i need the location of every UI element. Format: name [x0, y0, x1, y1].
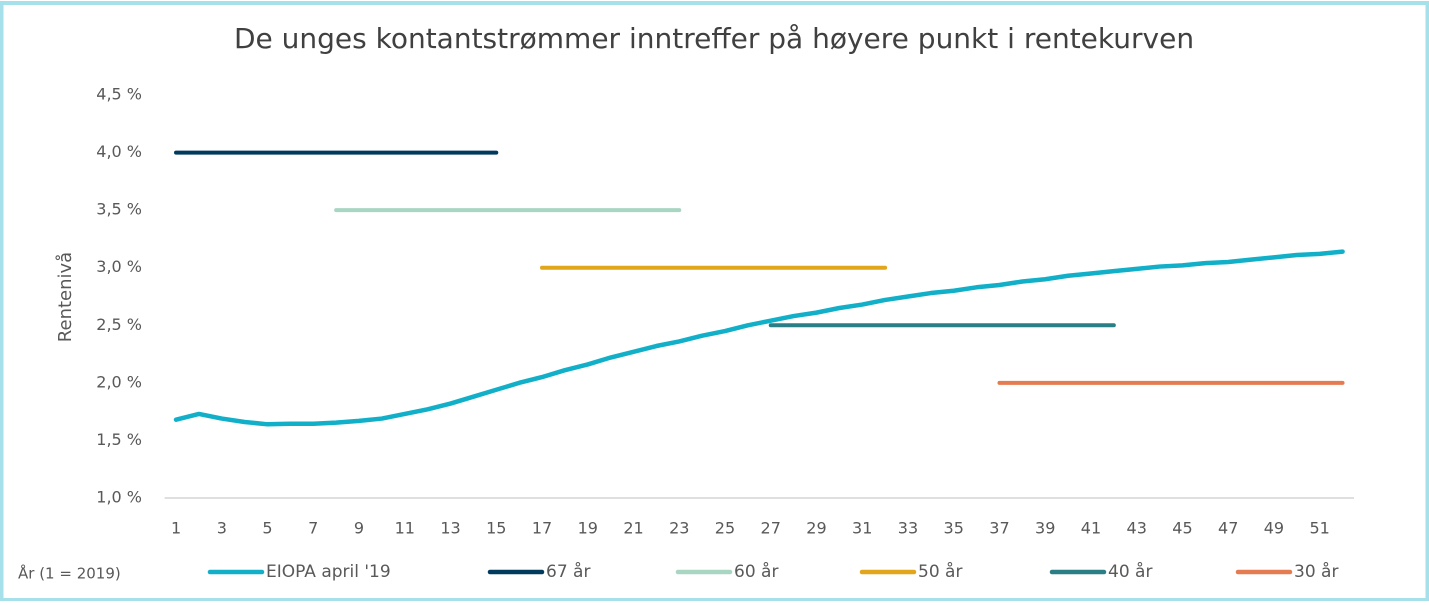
x-tick-label: 29 [806, 519, 826, 538]
x-tick-label: 39 [1035, 519, 1055, 538]
x-tick-label: 25 [715, 519, 735, 538]
x-tick-label: 37 [989, 519, 1009, 538]
y-tick-label: 1,5 % [96, 430, 142, 449]
x-tick-label: 49 [1264, 519, 1284, 538]
y-tick-label: 1,0 % [96, 488, 142, 507]
x-tick-label: 19 [578, 519, 598, 538]
x-tick-label: 1 [171, 519, 181, 538]
x-tick-label: 51 [1310, 519, 1330, 538]
x-tick-label: 5 [262, 519, 272, 538]
x-tick-label: 15 [486, 519, 506, 538]
x-tick-label: 27 [761, 519, 781, 538]
x-tick-label: 7 [308, 519, 318, 538]
x-tick-label: 11 [395, 519, 415, 538]
x-tick-label: 45 [1172, 519, 1192, 538]
x-tick-label: 13 [440, 519, 460, 538]
x-tick-label: 17 [532, 519, 552, 538]
y-tick-label: 4,0 % [96, 142, 142, 161]
x-axis-label: År (1 = 2019) [18, 564, 121, 583]
x-tick-label: 21 [623, 519, 643, 538]
legend-label: 30 år [1294, 561, 1338, 582]
y-tick-label: 2,5 % [96, 315, 142, 334]
legend-label: EIOPA april '19 [266, 562, 391, 582]
y-axis-label: Rentenivå [55, 252, 76, 342]
x-tick-label: 47 [1218, 519, 1238, 538]
y-tick-label: 3,5 % [96, 200, 142, 219]
y-tick-label: 4,5 % [96, 85, 142, 104]
x-tick-label: 9 [354, 519, 364, 538]
x-tick-label: 23 [669, 519, 689, 538]
y-tick-label: 2,0 % [96, 372, 142, 391]
series-line [173, 249, 1345, 427]
legend-label: 60 år [734, 561, 778, 582]
legend-label: 50 år [918, 561, 962, 582]
y-tick-label: 3,0 % [96, 257, 142, 276]
legend-label: 67 år [546, 561, 590, 582]
x-tick-label: 43 [1127, 519, 1147, 538]
x-tick-label: 31 [852, 519, 872, 538]
x-tick-label: 3 [217, 519, 227, 538]
x-tick-label: 35 [944, 519, 964, 538]
x-tick-label: 41 [1081, 519, 1101, 538]
chart-title: De unges kontantstrømmer inntreffer på h… [234, 22, 1194, 55]
legend-label: 40 år [1108, 561, 1152, 582]
x-tick-label: 33 [898, 519, 918, 538]
